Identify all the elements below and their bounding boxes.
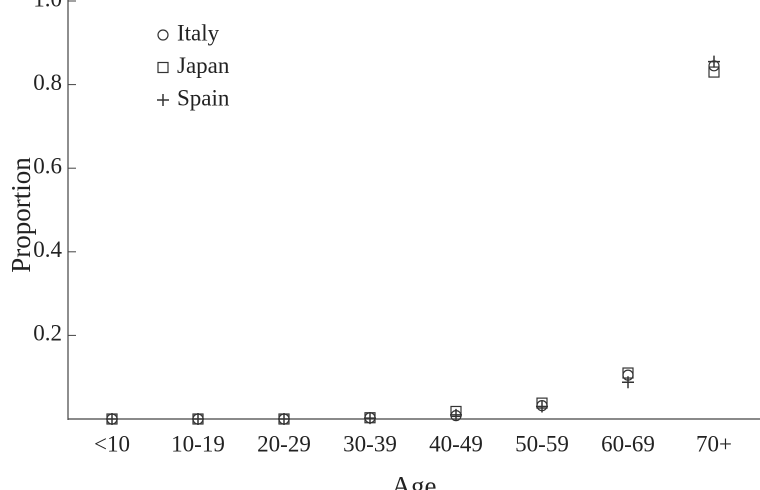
point (622, 376, 634, 389)
point (278, 413, 290, 425)
x-tick-label: 40-49 (429, 431, 483, 456)
x-tick-label: 20-29 (257, 431, 311, 456)
point (708, 55, 720, 68)
point (192, 413, 204, 425)
point (106, 413, 118, 425)
y-tick-label: 0.4 (33, 237, 62, 262)
x-tick-label: 70+ (696, 431, 732, 456)
x-tick-label: 30-39 (343, 431, 397, 456)
legend-label: Japan (177, 53, 230, 78)
y-tick-label: 0.8 (33, 70, 62, 95)
legend-label: Spain (177, 85, 230, 110)
y-axis-title: Proportion (6, 157, 36, 273)
x-tick-label: 10-19 (171, 431, 225, 456)
x-tick-label: 50-59 (515, 431, 569, 456)
x-axis-title: Age (392, 471, 437, 490)
legend-marker (157, 29, 169, 41)
legend-marker (157, 94, 169, 106)
y-tick-label: 0.2 (33, 321, 62, 346)
legend-label: Italy (177, 20, 220, 45)
x-tick-label: 60-69 (601, 431, 655, 456)
point (536, 400, 548, 413)
legend-marker (157, 61, 169, 74)
point (364, 412, 376, 425)
point (450, 408, 462, 421)
y-tick-label: 1.0 (33, 0, 62, 11)
x-tick-label: <10 (94, 431, 130, 456)
y-tick-label: 0.6 (33, 153, 62, 178)
